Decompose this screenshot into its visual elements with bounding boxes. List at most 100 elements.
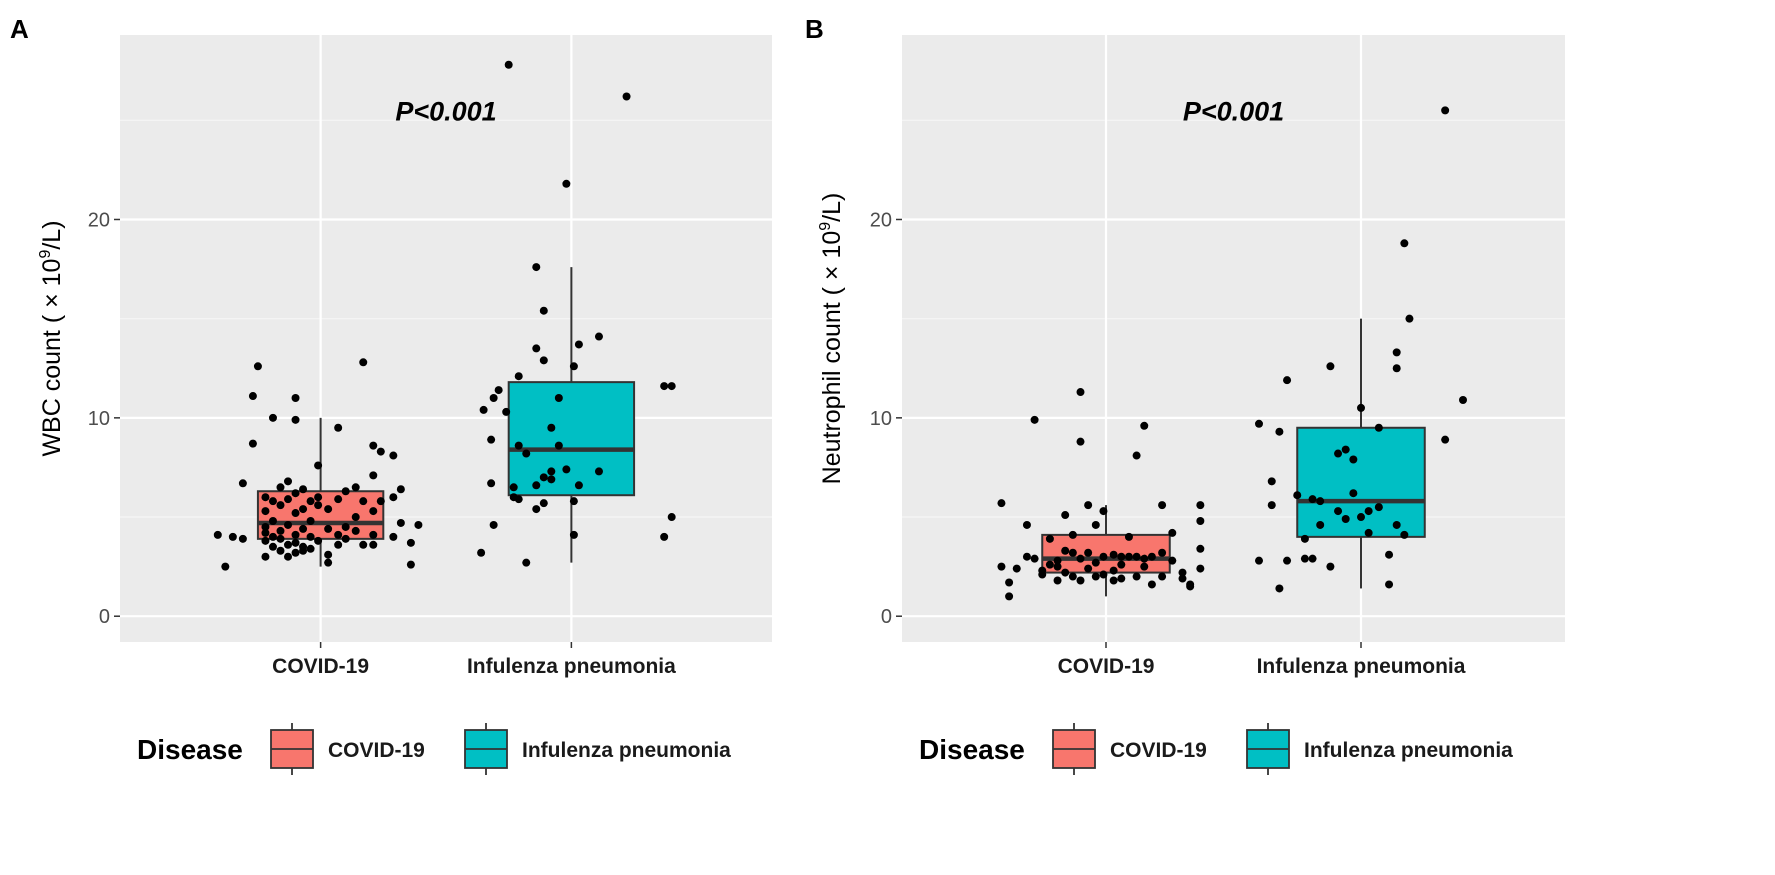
data-point (1117, 574, 1126, 583)
data-point (291, 489, 300, 498)
data-point (334, 423, 343, 432)
data-point (1275, 584, 1284, 593)
data-point (314, 501, 323, 510)
data-point (299, 505, 308, 514)
data-point (574, 340, 583, 349)
data-point (276, 501, 285, 510)
data-point (667, 513, 676, 522)
data-point (261, 528, 270, 537)
data-point (284, 520, 293, 529)
y-axis-label: Neutrophil count ( × 109/L) (817, 193, 846, 485)
data-point (487, 435, 496, 444)
data-point (569, 530, 578, 539)
y-axis-label: WBC count ( × 109/L) (37, 220, 66, 456)
data-point (1038, 570, 1047, 579)
data-point (1124, 532, 1133, 541)
data-point (1275, 427, 1284, 436)
data-point (494, 386, 503, 395)
data-point (376, 497, 385, 506)
data-point (261, 536, 270, 545)
data-point (306, 497, 315, 506)
data-point (284, 495, 293, 504)
data-point (1084, 501, 1093, 510)
data-point (1196, 501, 1205, 510)
data-point (547, 467, 556, 476)
data-point (284, 552, 293, 561)
data-point (1300, 534, 1309, 543)
data-point (261, 522, 270, 531)
data-point (1364, 528, 1373, 537)
data-point (477, 548, 486, 557)
data-point (660, 532, 669, 541)
data-point (369, 441, 378, 450)
data-point (389, 493, 398, 502)
data-point (1385, 550, 1394, 559)
data-point (1061, 511, 1070, 520)
data-point (562, 465, 571, 474)
data-point (314, 461, 323, 470)
data-point (359, 540, 368, 549)
x-tick-label: Infulenza pneumonia (467, 655, 676, 678)
data-point (276, 546, 285, 555)
plot-background (120, 35, 772, 642)
data-point (1124, 552, 1133, 561)
data-point (1061, 546, 1070, 555)
data-point (1341, 515, 1350, 524)
data-point (299, 546, 308, 555)
data-point (594, 467, 603, 476)
panel-a: P<0.001 0 10 20 COVID-19 Infulenza pneumonia W… (10, 14, 772, 678)
data-point (213, 530, 222, 539)
data-point (1045, 534, 1054, 543)
data-point (1326, 562, 1335, 571)
data-point (1267, 501, 1276, 510)
data-point (1385, 580, 1394, 589)
data-point (1005, 592, 1014, 601)
data-point (1308, 495, 1317, 504)
box-influenza-pneumonia (507, 267, 636, 563)
y-tick-label: 10 (88, 408, 110, 430)
data-point (1022, 552, 1031, 561)
data-point (1091, 520, 1100, 529)
data-point (1334, 507, 1343, 516)
data-point (1005, 578, 1014, 587)
legend-item: COVID-19 (270, 723, 425, 775)
data-point (276, 534, 285, 543)
data-point (997, 499, 1006, 508)
y-tick-label: 0 (99, 606, 110, 628)
data-point (324, 505, 333, 514)
data-point (1293, 491, 1302, 500)
data-point (1109, 576, 1118, 585)
data-point (1140, 562, 1149, 571)
y-tick-label: 0 (881, 606, 892, 628)
data-point (306, 544, 315, 553)
plot-background (902, 35, 1565, 642)
data-point (1147, 552, 1156, 561)
data-point (299, 524, 308, 533)
data-point (1168, 556, 1177, 565)
data-point (660, 382, 669, 391)
data-point (504, 60, 513, 69)
data-point (562, 179, 571, 188)
y-tick-label: 20 (88, 209, 110, 231)
data-point (554, 394, 563, 403)
data-point (1076, 437, 1085, 446)
y-axis-label-superscript: 9 (37, 250, 54, 259)
data-point (1392, 520, 1401, 529)
x-tick-label: COVID-19 (272, 655, 369, 678)
panel-b: P<0.001 0 10 20 COVID-19 Infulenza pneumonia N… (805, 14, 1565, 678)
legend-item-label: Infulenza pneumonia (1304, 739, 1513, 762)
data-point (1117, 560, 1126, 569)
data-point (1109, 566, 1118, 575)
data-point (1076, 554, 1085, 563)
data-point (369, 471, 378, 480)
data-point (406, 538, 415, 547)
data-point (351, 513, 360, 522)
y-axis-label-unit: /L) (818, 193, 846, 222)
legend-item-label: COVID-19 (1110, 739, 1207, 762)
data-point (261, 493, 270, 502)
data-point (261, 552, 270, 561)
data-point (1300, 554, 1309, 563)
data-point (324, 524, 333, 533)
data-point (1459, 395, 1467, 404)
